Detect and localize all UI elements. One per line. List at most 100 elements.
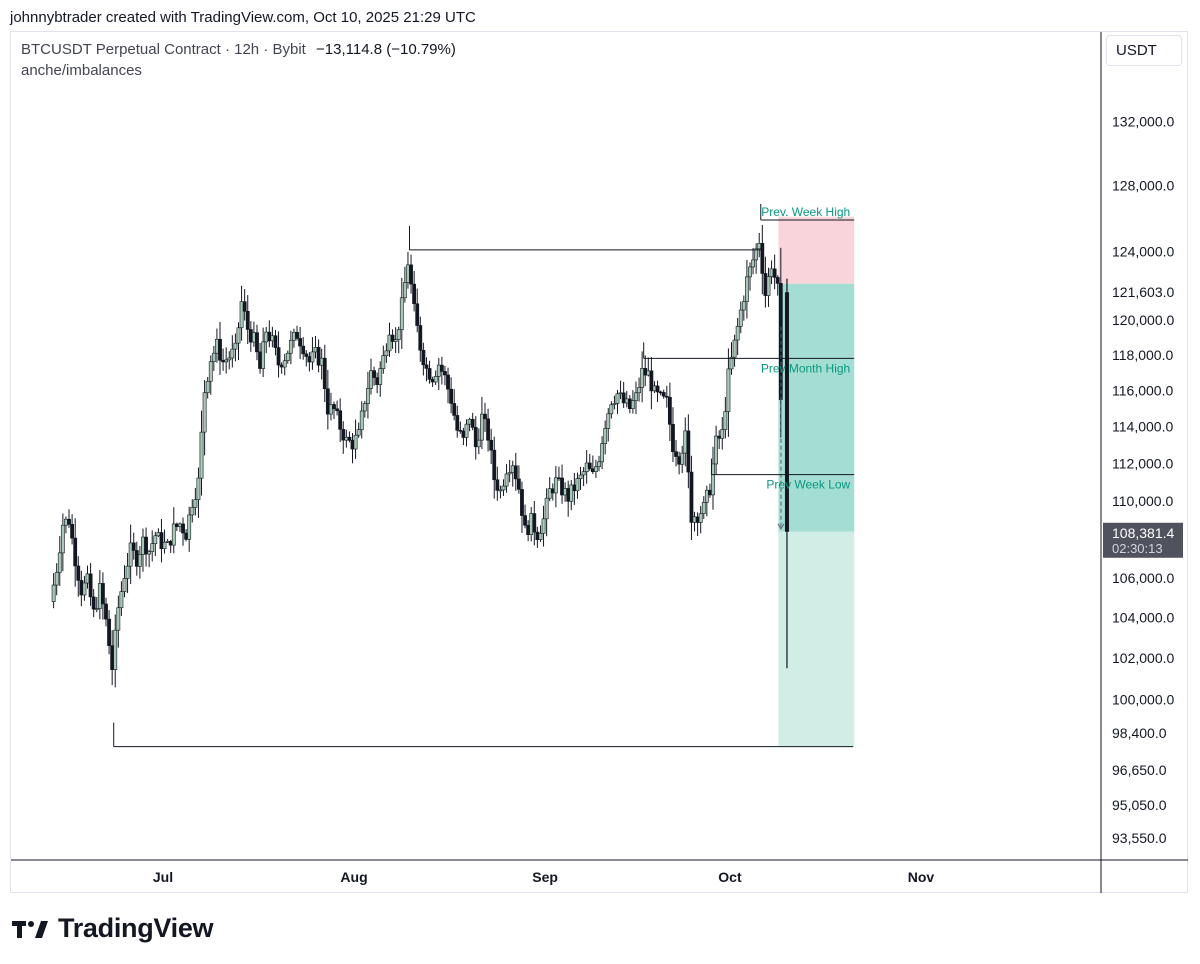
candle-body xyxy=(470,418,475,428)
y-tick-label: 114,000.0 xyxy=(1112,419,1173,435)
candle-body xyxy=(646,370,651,376)
candle-body xyxy=(520,489,524,516)
candle-body xyxy=(319,357,324,366)
candle-body xyxy=(680,452,685,465)
candle-body xyxy=(772,268,777,278)
candle-body xyxy=(735,326,740,341)
candle-body xyxy=(664,395,669,398)
candle-body xyxy=(57,552,62,573)
candle-body xyxy=(473,427,478,448)
y-tick-label: 110,000.0 xyxy=(1112,493,1173,509)
candle-body xyxy=(128,542,133,567)
candle-body xyxy=(667,396,672,425)
candle-body xyxy=(409,264,413,285)
candle-body xyxy=(233,342,238,350)
candle-body xyxy=(205,380,210,394)
candle-body xyxy=(523,515,527,526)
candle-body xyxy=(433,376,438,383)
candle-body xyxy=(332,404,336,410)
candle-body xyxy=(704,489,709,503)
x-tick-label: Nov xyxy=(908,869,935,885)
profit-zone xyxy=(778,531,855,747)
tradingview-logo[interactable]: TradingView xyxy=(12,913,214,944)
candle-body xyxy=(541,518,546,534)
x-tick-label: Jul xyxy=(153,869,173,885)
candle-body xyxy=(134,550,139,567)
candle-body xyxy=(181,523,185,534)
y-tick-label: 128,000.0 xyxy=(1112,178,1174,194)
candle-body xyxy=(547,488,552,499)
candle-body xyxy=(322,357,327,390)
price-tag-label: 121,603.0 xyxy=(1112,284,1174,300)
candle-body xyxy=(732,339,737,358)
candle-body xyxy=(73,537,78,567)
candle-body xyxy=(726,368,731,412)
candle-body xyxy=(627,398,632,409)
currency-button[interactable]: USDT xyxy=(1106,35,1182,66)
candle-body xyxy=(723,411,728,430)
x-tick-label: Sep xyxy=(532,869,558,885)
candle-body xyxy=(251,332,256,343)
candle-body xyxy=(553,477,558,494)
y-tick-label: 116,000.0 xyxy=(1112,382,1173,398)
candle-body xyxy=(402,282,407,299)
candle-body xyxy=(270,335,275,342)
candle-body xyxy=(729,356,734,370)
candle-body xyxy=(267,331,272,342)
candle-body xyxy=(279,364,284,368)
candle-body xyxy=(156,532,161,537)
candle-body xyxy=(341,429,346,441)
x-tick-label: Aug xyxy=(340,869,367,885)
candle-body xyxy=(415,303,420,326)
candle-body xyxy=(612,403,617,406)
candle-body xyxy=(677,456,682,465)
candle-body xyxy=(430,379,435,383)
candle-body xyxy=(91,596,96,610)
candle-body xyxy=(353,434,358,450)
candle-body xyxy=(79,580,84,596)
candle-body xyxy=(125,565,130,579)
candle-body xyxy=(335,408,339,412)
candle-body xyxy=(245,311,250,330)
candle-body xyxy=(224,359,229,363)
candle-body xyxy=(763,273,768,296)
symbol-legend[interactable]: BTCUSDT Perpetual Contract · 12h · Bybit… xyxy=(21,41,456,58)
candle-body xyxy=(769,268,774,277)
chart-frame xyxy=(10,31,1188,893)
level-label: Prev Month High xyxy=(761,361,850,375)
candle-body xyxy=(748,266,752,278)
candle-body xyxy=(184,532,189,540)
candle-body xyxy=(421,349,426,366)
candle-body xyxy=(362,403,367,412)
candle-body xyxy=(424,364,429,369)
indicator-legend[interactable]: anche/imbalances xyxy=(21,62,142,79)
tradingview-brand: TradingView xyxy=(58,913,214,943)
candle-body xyxy=(101,583,105,605)
candle-body xyxy=(82,582,87,596)
candle-body xyxy=(304,353,309,357)
candle-body xyxy=(88,573,93,598)
candle-body xyxy=(692,516,697,523)
candle-body xyxy=(544,497,549,520)
candles xyxy=(51,224,783,688)
candle-body xyxy=(698,513,703,523)
candle-body xyxy=(196,477,201,500)
candle-body xyxy=(560,477,564,496)
candle-body xyxy=(760,243,765,274)
candle-body xyxy=(60,524,65,554)
candle-body xyxy=(550,488,555,494)
level-label: Prev. Week High xyxy=(761,205,850,219)
candle-body xyxy=(301,345,306,355)
candle-body xyxy=(153,535,158,544)
candle-body xyxy=(137,554,142,567)
candle-body xyxy=(406,264,410,283)
candle-body xyxy=(637,387,641,394)
candle-body xyxy=(168,541,173,546)
y-tick-label: 100,000.0 xyxy=(1112,691,1174,707)
y-tick-label: 120,000.0 xyxy=(1112,312,1174,328)
candle-body xyxy=(150,543,155,552)
candle-body xyxy=(618,392,623,395)
candle-body xyxy=(766,276,771,296)
candle-body xyxy=(587,462,592,469)
